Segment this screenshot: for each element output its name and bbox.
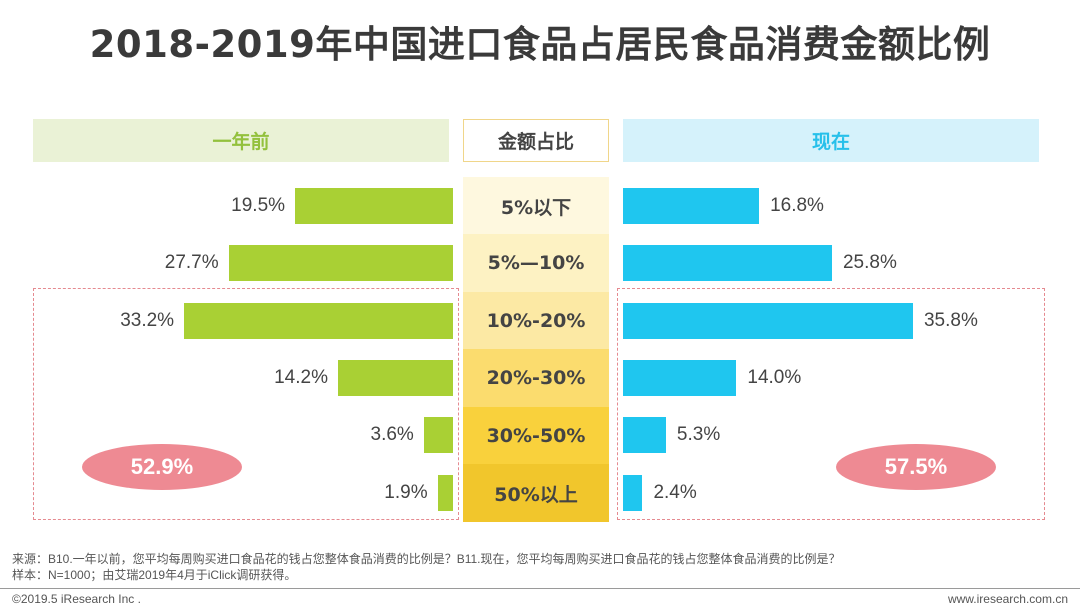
value-label-now: 35.8% bbox=[923, 309, 978, 331]
left-total-badge: 52.9% bbox=[82, 444, 242, 490]
value-label-now: 2.4% bbox=[653, 481, 697, 503]
source-note: 来源：B10.一年以前，您平均每周购买进口食品花的钱占您整体食品消费的比例是？B… bbox=[12, 552, 841, 566]
bar-now bbox=[623, 187, 760, 224]
value-label-last-year: 14.2% bbox=[274, 366, 328, 388]
bar-last-year bbox=[295, 187, 453, 224]
value-label-now: 25.8% bbox=[842, 252, 897, 274]
bar-last-year bbox=[423, 417, 453, 454]
value-label-last-year: 3.6% bbox=[370, 424, 414, 446]
bar-now bbox=[623, 359, 737, 396]
category-label: 30%-50% bbox=[463, 406, 609, 465]
value-label-now: 16.8% bbox=[770, 194, 824, 216]
bar-now bbox=[623, 474, 643, 511]
value-label-last-year: 19.5% bbox=[231, 194, 286, 216]
bar-last-year bbox=[337, 359, 453, 396]
right-total-badge: 57.5% bbox=[836, 444, 996, 490]
header-right: 现在 bbox=[623, 119, 1039, 162]
category-label: 5%—10% bbox=[463, 234, 609, 293]
bar-now bbox=[623, 302, 913, 339]
footer-divider bbox=[0, 588, 1080, 589]
value-label-now: 14.0% bbox=[747, 366, 802, 388]
copyright: ©2019.5 iResearch Inc . bbox=[12, 592, 141, 606]
bar-last-year bbox=[437, 474, 453, 511]
bar-last-year bbox=[228, 245, 453, 282]
value-label-last-year: 1.9% bbox=[384, 481, 428, 503]
chart-title: 2018-2019年中国进口食品占居民食品消费金额比例 bbox=[89, 23, 991, 66]
highlight-box-left bbox=[33, 288, 459, 520]
highlight-box-right bbox=[617, 288, 1045, 520]
value-label-last-year: 33.2% bbox=[120, 309, 175, 331]
category-label: 20%-30% bbox=[463, 349, 609, 408]
website: www.iresearch.com.cn bbox=[947, 592, 1068, 606]
value-label-now: 5.3% bbox=[676, 424, 721, 446]
category-label: 10%-20% bbox=[463, 291, 609, 350]
bar-now bbox=[623, 417, 666, 454]
category-label: 50%以上 bbox=[463, 464, 609, 522]
bar-last-year bbox=[184, 302, 453, 339]
sample-note: 样本：N=1000；由艾瑞2019年4月于iClick调研获得。 bbox=[12, 568, 297, 582]
header-left: 一年前 bbox=[33, 119, 449, 162]
value-label-last-year: 27.7% bbox=[164, 252, 219, 274]
header-middle: 金额占比 bbox=[463, 119, 609, 162]
bar-now bbox=[623, 245, 832, 282]
category-label: 5%以下 bbox=[463, 177, 609, 235]
